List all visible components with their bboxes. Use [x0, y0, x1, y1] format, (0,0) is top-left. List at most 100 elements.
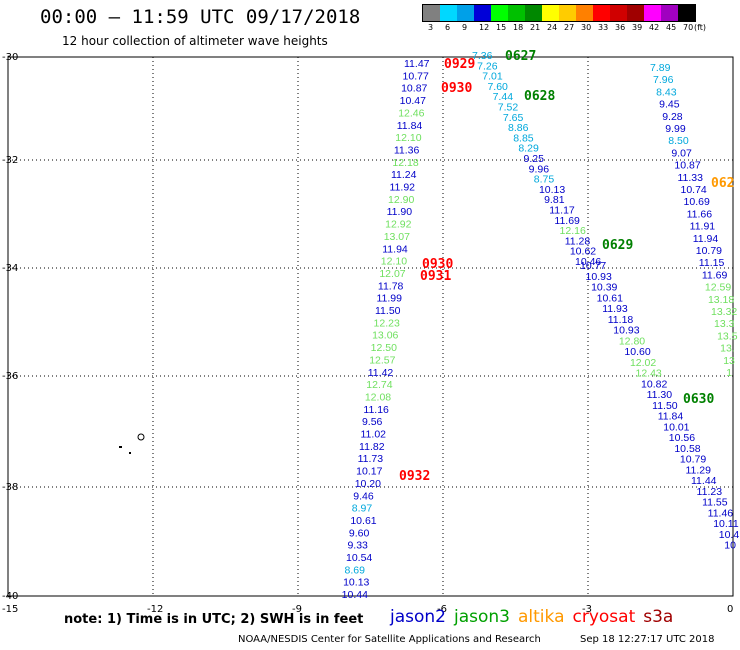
wave-height-value: 10.93 [586, 271, 612, 283]
wave-height-value: 7.36 [472, 50, 493, 62]
lon-label: -15 [2, 604, 18, 615]
wave-height-value: 11.18 [608, 314, 634, 326]
wave-height-value: 11.16 [363, 404, 389, 416]
legend-label: 42 [649, 23, 660, 32]
wave-height-value: 11.28 [565, 235, 591, 247]
satellite-legend-item: s3a [643, 607, 674, 627]
wave-height-value: 10.47 [400, 95, 426, 107]
legend-label: 30 [581, 23, 592, 32]
lon-label: -9 [292, 604, 302, 615]
graticule [7, 56, 734, 597]
wave-height-value: 10.58 [674, 443, 700, 455]
wave-height-value: 11.30 [647, 389, 673, 401]
legend-swatch [576, 5, 593, 21]
wave-height-value: 7.52 [498, 102, 519, 114]
wave-height-value: 11.42 [368, 367, 394, 379]
legend-swatch [610, 5, 627, 21]
wave-height-value: 11.93 [602, 303, 628, 315]
wave-height-value: 7.26 [477, 60, 498, 72]
credit-text: NOAA/NESDIS Center for Satellite Applica… [238, 634, 541, 645]
wave-height-value: 8.29 [518, 143, 539, 155]
wave-height-value: 12.16 [560, 225, 586, 237]
wave-height-value: 8.75 [534, 174, 555, 186]
wave-height-value: 7.01 [482, 71, 503, 83]
lat-label: -38 [2, 482, 18, 493]
wave-height-value: 7.44 [493, 91, 514, 103]
wave-height-value: 12.50 [371, 342, 397, 354]
wave-height-value: 8.69 [345, 564, 366, 576]
wave-height-value: 11.92 [390, 182, 416, 194]
wave-height-value: 10.77 [580, 260, 606, 272]
legend-label: 15 [496, 23, 507, 32]
legend-swatch [457, 5, 474, 21]
legend-label: 21 [530, 23, 541, 32]
color-scale-bar [422, 4, 696, 22]
wave-height-value: 10.93 [613, 325, 639, 337]
wave-height-value: 13 [723, 355, 735, 367]
wave-height-value: 13.32 [711, 306, 737, 318]
wave-height-value: 9.07 [671, 147, 692, 159]
island-mark [137, 433, 145, 441]
legend-swatch [508, 5, 525, 21]
legend-swatch [644, 5, 661, 21]
wave-height-value: 11.46 [708, 507, 734, 519]
legend-swatch [627, 5, 644, 21]
wave-height-value: 9.28 [662, 111, 683, 123]
wave-height-value: 9.56 [362, 416, 383, 428]
pass-time-label: 0930 [422, 257, 453, 272]
legend-unit: (ft) [694, 23, 707, 32]
legend-label: 6 [445, 23, 451, 32]
legend-swatch [542, 5, 559, 21]
wave-height-tracks: 11.4710.7710.8710.4712.4611.8412.1011.36… [342, 50, 740, 601]
pass-time-label: 0629 [602, 238, 633, 253]
wave-height-value: 10.20 [355, 478, 381, 490]
island-marks [119, 433, 145, 454]
pass-time-label: 0628 [524, 89, 555, 104]
wave-height-value: 8.85 [513, 132, 534, 144]
wave-height-value: 12.57 [369, 354, 395, 366]
wave-height-value: 8.50 [668, 135, 689, 147]
wave-height-value: 10.44 [342, 589, 368, 601]
wave-height-value: 10.56 [669, 432, 695, 444]
generated-timestamp: Sep 18 12:27:17 UTC 2018 [580, 634, 715, 645]
wave-height-value: 9.45 [659, 99, 680, 111]
pass-time-label: 062 [711, 176, 734, 191]
legend-label: 9 [462, 23, 468, 32]
legend-label: 3 [428, 23, 434, 32]
wave-height-value: 9.25 [524, 153, 545, 165]
wave-height-value: 10.4 [719, 529, 740, 541]
legend-label: 36 [615, 23, 626, 32]
wave-height-value: 9.99 [665, 123, 686, 135]
wave-height-value: 11.44 [691, 475, 717, 487]
wave-height-value: 12.02 [630, 357, 656, 369]
lat-label: -36 [2, 371, 18, 382]
wave-height-value: 13.06 [372, 330, 398, 342]
wave-height-value: 11.33 [677, 172, 703, 184]
wave-height-value: 12.43 [636, 368, 662, 380]
wave-height-value: 10.46 [575, 256, 601, 268]
wave-height-value: 11.55 [702, 497, 728, 509]
lat-label: -40 [2, 591, 18, 602]
wave-height-value: 12.92 [385, 219, 411, 231]
wave-height-value: 9.81 [544, 194, 565, 206]
footnote: note: 1) Time is in UTC; 2) SWH is in fe… [64, 612, 364, 627]
wave-height-value: 11.84 [658, 411, 684, 423]
wave-height-value: 11.23 [697, 486, 723, 498]
wave-height-value: 11.17 [549, 205, 575, 217]
wave-height-value: 7.65 [503, 112, 524, 124]
wave-height-value: 10.87 [674, 160, 700, 172]
legend-label: 12 [479, 23, 490, 32]
wave-height-value: 10.87 [401, 83, 427, 95]
legend-swatch [525, 5, 542, 21]
legend-label: 18 [513, 23, 524, 32]
wave-height-value: 11.50 [652, 400, 678, 412]
wave-height-value: 8.86 [508, 122, 529, 134]
wave-height-value: 12.10 [381, 256, 407, 268]
lat-label: -34 [2, 263, 18, 274]
wave-height-value: 9.46 [353, 490, 374, 502]
wave-height-value: 10.69 [684, 196, 710, 208]
legend-label: 27 [564, 23, 575, 32]
wave-height-value: 12.18 [392, 157, 418, 169]
legend-swatch [423, 5, 440, 21]
